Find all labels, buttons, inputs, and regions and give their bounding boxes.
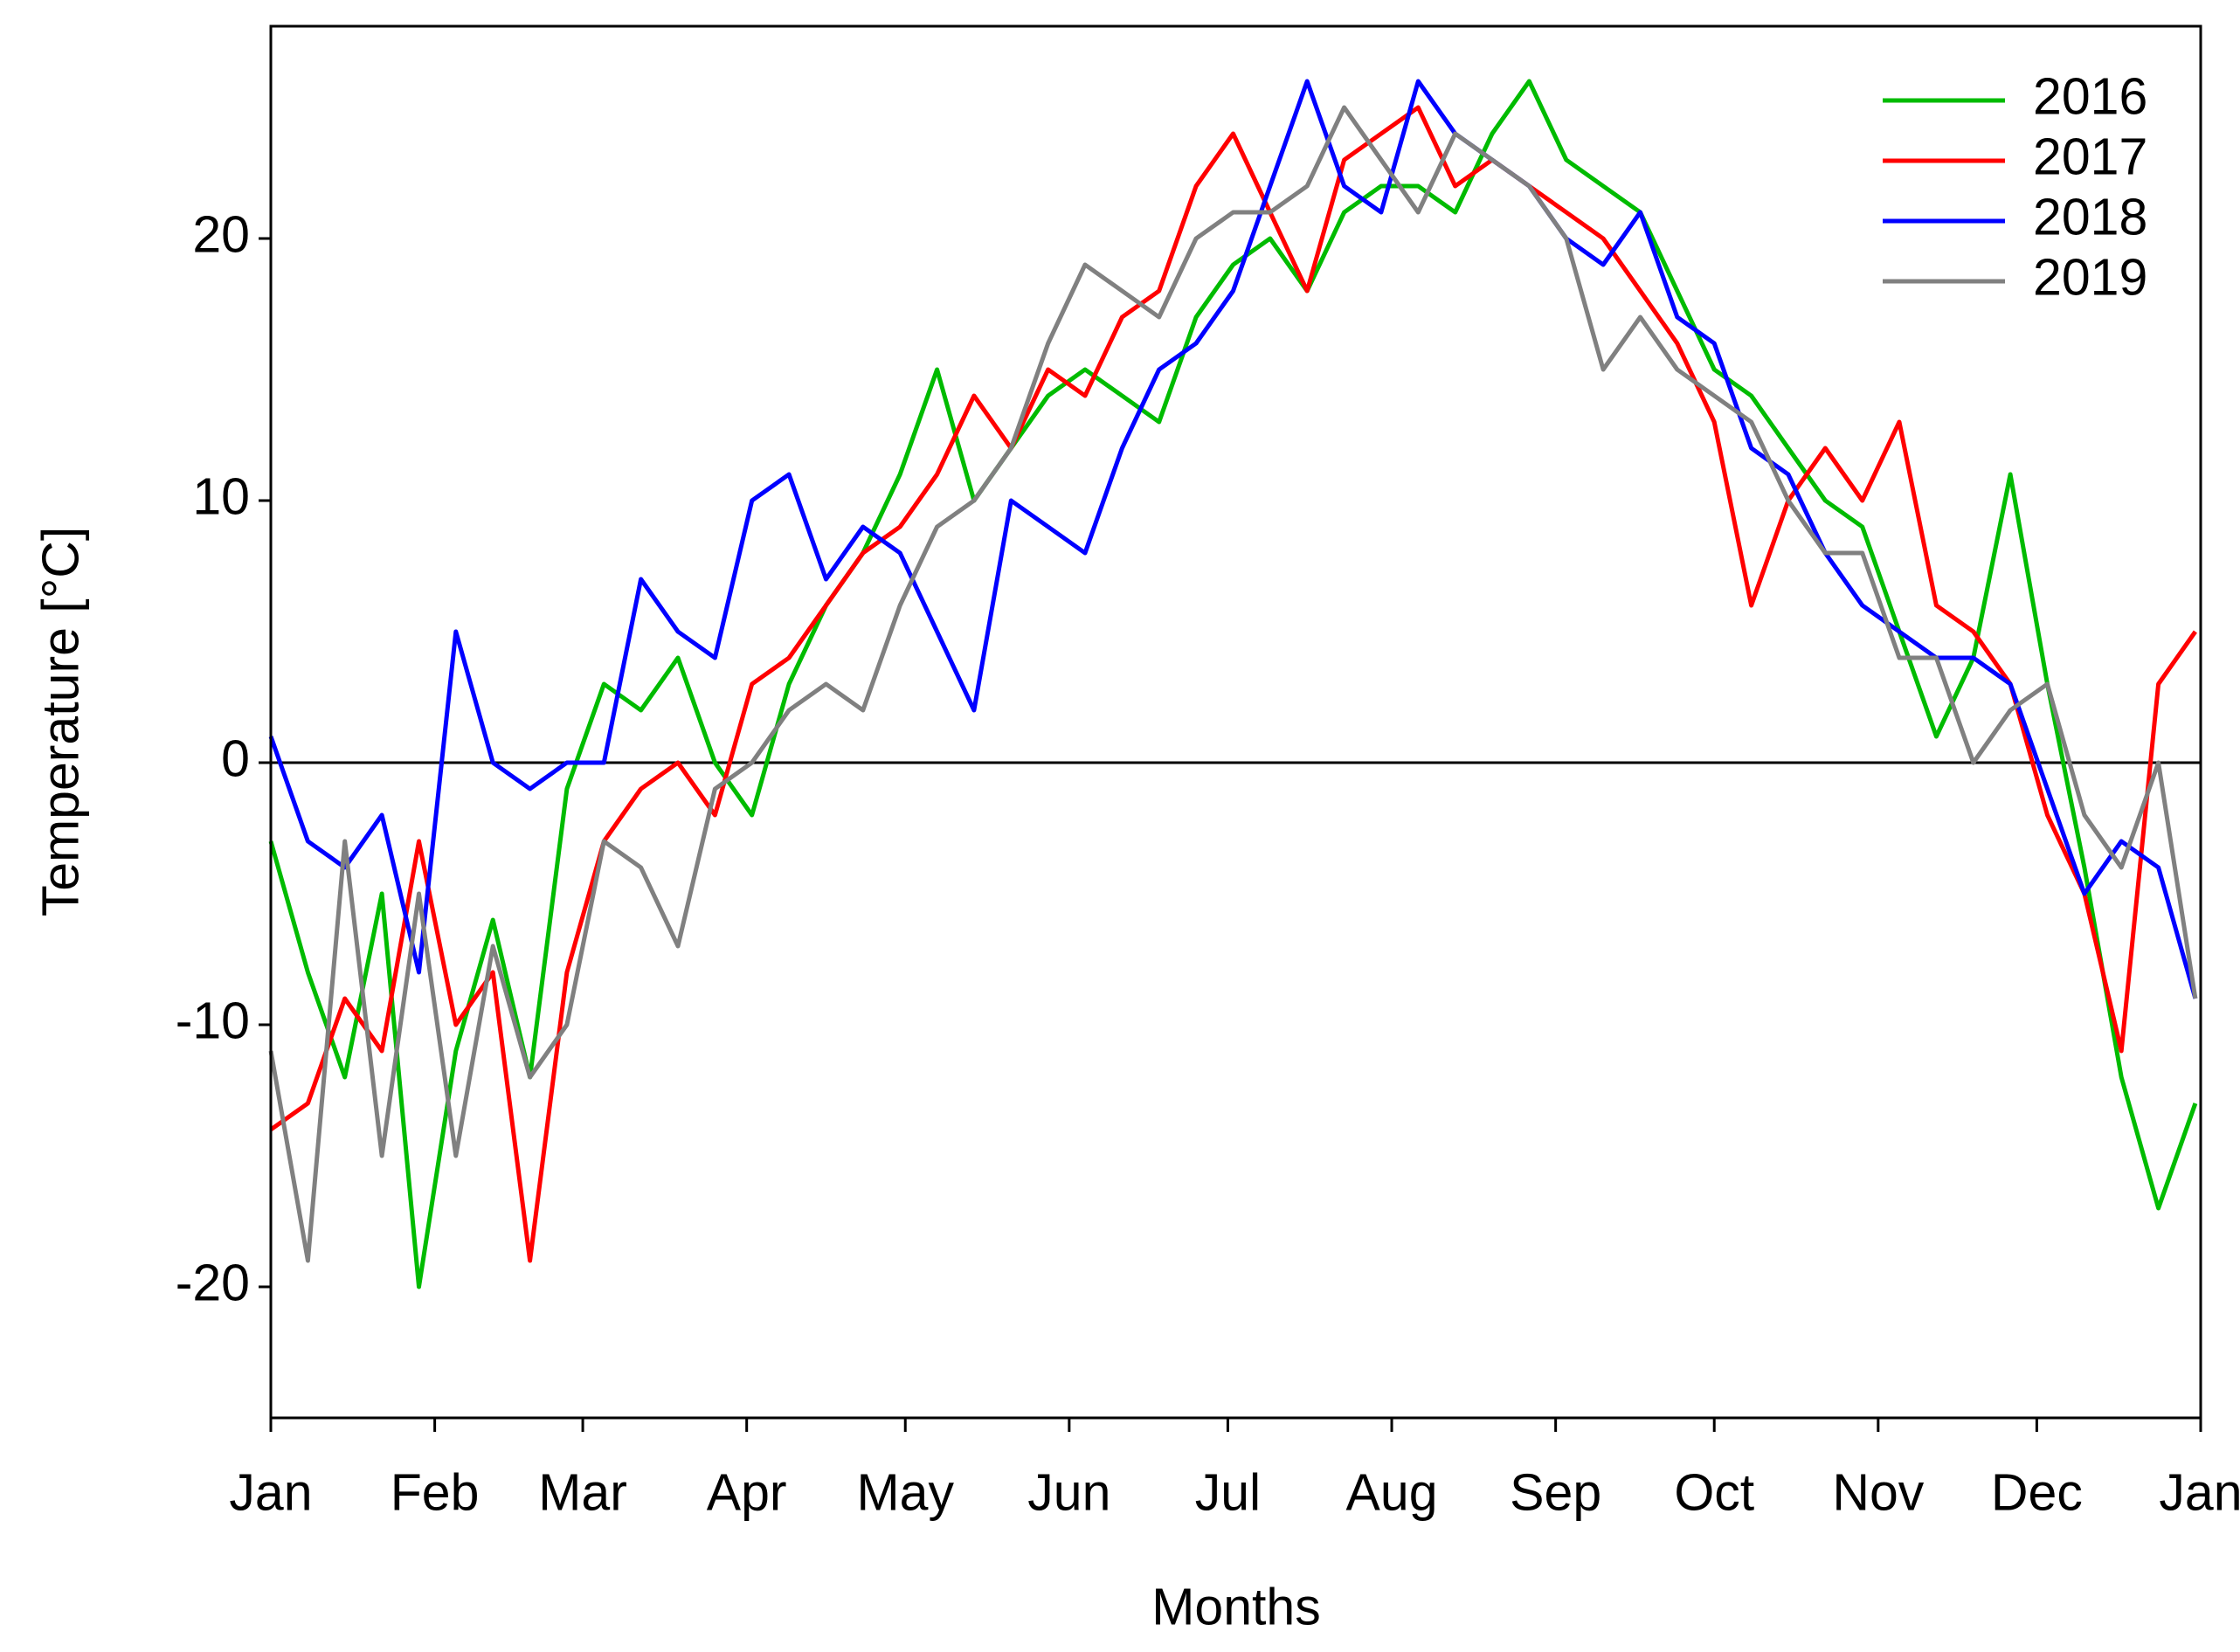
x-tick-label: Jul [1195, 1464, 1261, 1522]
x-tick-label: Dec [1991, 1464, 2083, 1522]
legend-label: 2017 [2033, 128, 2147, 186]
series-line [268, 79, 2198, 999]
x-tick-label: Jan [229, 1464, 312, 1522]
y-tick-label: 0 [221, 730, 250, 788]
x-tick-label: Jun [1027, 1464, 1110, 1522]
x-tick-label: Mar [538, 1464, 627, 1522]
x-tick-label: May [857, 1464, 955, 1522]
series-line [268, 105, 2198, 1263]
y-tick-label: -10 [176, 992, 250, 1050]
plot-frame [269, 24, 2202, 1420]
x-tick-label: Aug [1346, 1464, 1438, 1522]
y-tick-label: 20 [192, 206, 250, 264]
x-tick-label: Nov [1832, 1464, 1924, 1522]
x-axis-label: Months [1151, 1579, 1320, 1636]
legend-label: 2018 [2033, 189, 2147, 246]
x-tick-label: Jan [2159, 1464, 2240, 1522]
x-tick-label: Feb [391, 1464, 480, 1522]
y-tick-label: 10 [192, 468, 250, 526]
y-axis-label: Temperature [°C] [32, 527, 90, 917]
y-tick-label: -20 [176, 1255, 250, 1312]
series-line [268, 79, 2198, 1289]
series-line [269, 105, 2197, 1263]
legend-label: 2019 [2033, 249, 2147, 307]
x-tick-label: Sep [1510, 1464, 1601, 1522]
legend-label: 2016 [2033, 68, 2147, 126]
x-tick-label: Oct [1674, 1464, 1754, 1522]
x-tick-label: Apr [707, 1464, 787, 1522]
